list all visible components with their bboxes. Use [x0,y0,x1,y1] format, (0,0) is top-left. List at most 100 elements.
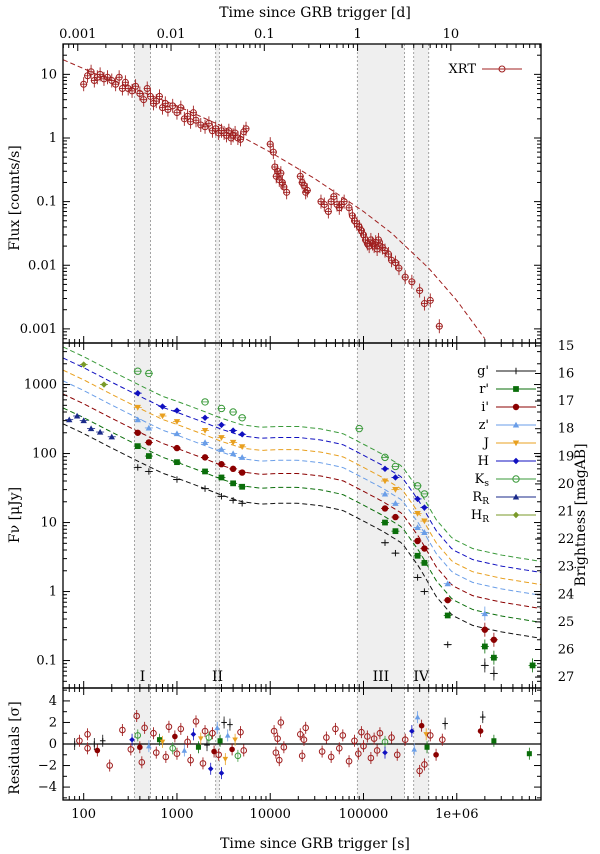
residual-point-xrt [421,758,428,771]
point-r [443,612,452,619]
point-H [413,495,422,503]
legend-label-H: H [478,454,489,469]
epoch-band-1 [134,44,151,800]
point-i [391,513,400,521]
residual-point-xrt [119,724,126,736]
residual-point-xrt [165,720,173,733]
point-H [133,389,142,397]
residual-point-xrt [393,748,401,761]
xray-point [420,296,428,311]
point-J [133,404,142,411]
residual-point-xrt [162,750,170,763]
point-r [144,453,153,459]
point-HR [79,361,88,368]
top-tick-label: 0.1 [254,27,275,42]
point-z [443,580,452,587]
residual-point-xrt [199,757,207,770]
point-i [201,454,210,461]
point-J [420,518,429,525]
point-J [158,413,167,420]
point-z [238,454,247,460]
point-i [172,444,181,452]
residual-point-xrt [426,729,434,742]
residual-point-r [156,733,163,746]
point-H [391,474,400,481]
residual-point-xrt [275,754,283,767]
axis-labels: Time since GRB trigger [d] Time since GR… [7,5,589,852]
data-points [65,64,537,780]
y-tick-label: 0.1 [36,195,57,210]
xray-point [80,77,88,92]
residual-point-xrt [323,731,330,744]
residual-point-xrt [138,756,146,769]
xray-point [128,83,136,98]
xray-point [84,68,92,83]
point-J [413,510,422,517]
epoch-label-3: III [373,669,390,685]
y-tick-label: 1000 [24,378,57,393]
res-tick-label: 4 [49,694,57,709]
point-z [380,490,389,497]
xray-point [115,70,123,85]
residual-point-r [526,747,532,760]
residual-point-xrt [327,750,335,763]
residual-point-xrt [370,732,378,745]
legend-label-i: i' [481,400,489,415]
residual-point-xrt [358,726,365,739]
point-J [201,428,210,434]
residual-point-g [91,738,98,750]
residual-point-Ks [234,749,242,762]
point-g [133,464,142,471]
y-tick-label: 1 [49,131,57,146]
xray-point [408,274,416,289]
xray-point [340,194,348,209]
mag-tick-label: 24 [558,587,575,602]
xray-point [108,73,116,88]
residual-point-H [218,767,225,780]
point-r [133,443,142,450]
residual-point-r [217,734,223,747]
epoch-label-2: II [212,669,223,685]
residual-point-xrt [332,722,339,735]
point-H [172,407,181,414]
residual-point-r [491,734,497,747]
point-r [201,468,210,475]
residual-point-xrt [173,747,181,760]
point-HR [99,381,108,388]
residual-point-g [99,734,106,747]
residual-point-H [129,733,135,746]
residual-point-H [382,746,388,759]
point-r [229,480,238,487]
point-RR [73,412,82,419]
point-H [158,403,167,410]
point-i [420,545,429,552]
legend-label-g: g' [477,364,489,379]
residual-point-J [197,732,204,745]
legend-marker-RR [512,493,520,500]
residual-point-xrt [106,759,113,772]
residual-point-H [409,725,415,738]
model-curve-z [62,380,542,596]
residual-point-xrt [345,755,353,768]
residual-point-g [221,716,227,729]
legend-marker-z [512,421,520,428]
legend-marker-J [512,440,520,447]
residual-point-H [190,728,197,741]
xray-point [345,200,353,215]
residual-point-xrt [360,740,367,753]
point-g [391,549,400,557]
point-i [217,461,226,468]
residual-point-J [159,735,166,748]
residual-point-Ks [381,735,389,748]
residual-point-xrt [201,725,209,738]
point-z [413,524,422,530]
point-H [238,431,247,438]
point-Ks [229,408,238,416]
res-tick-label: 0 [49,737,57,752]
legend-marker-g [512,367,520,375]
residual-point-z [181,744,188,757]
point-z [420,529,429,535]
residual-point-r [195,741,201,754]
xray-point [283,185,291,200]
